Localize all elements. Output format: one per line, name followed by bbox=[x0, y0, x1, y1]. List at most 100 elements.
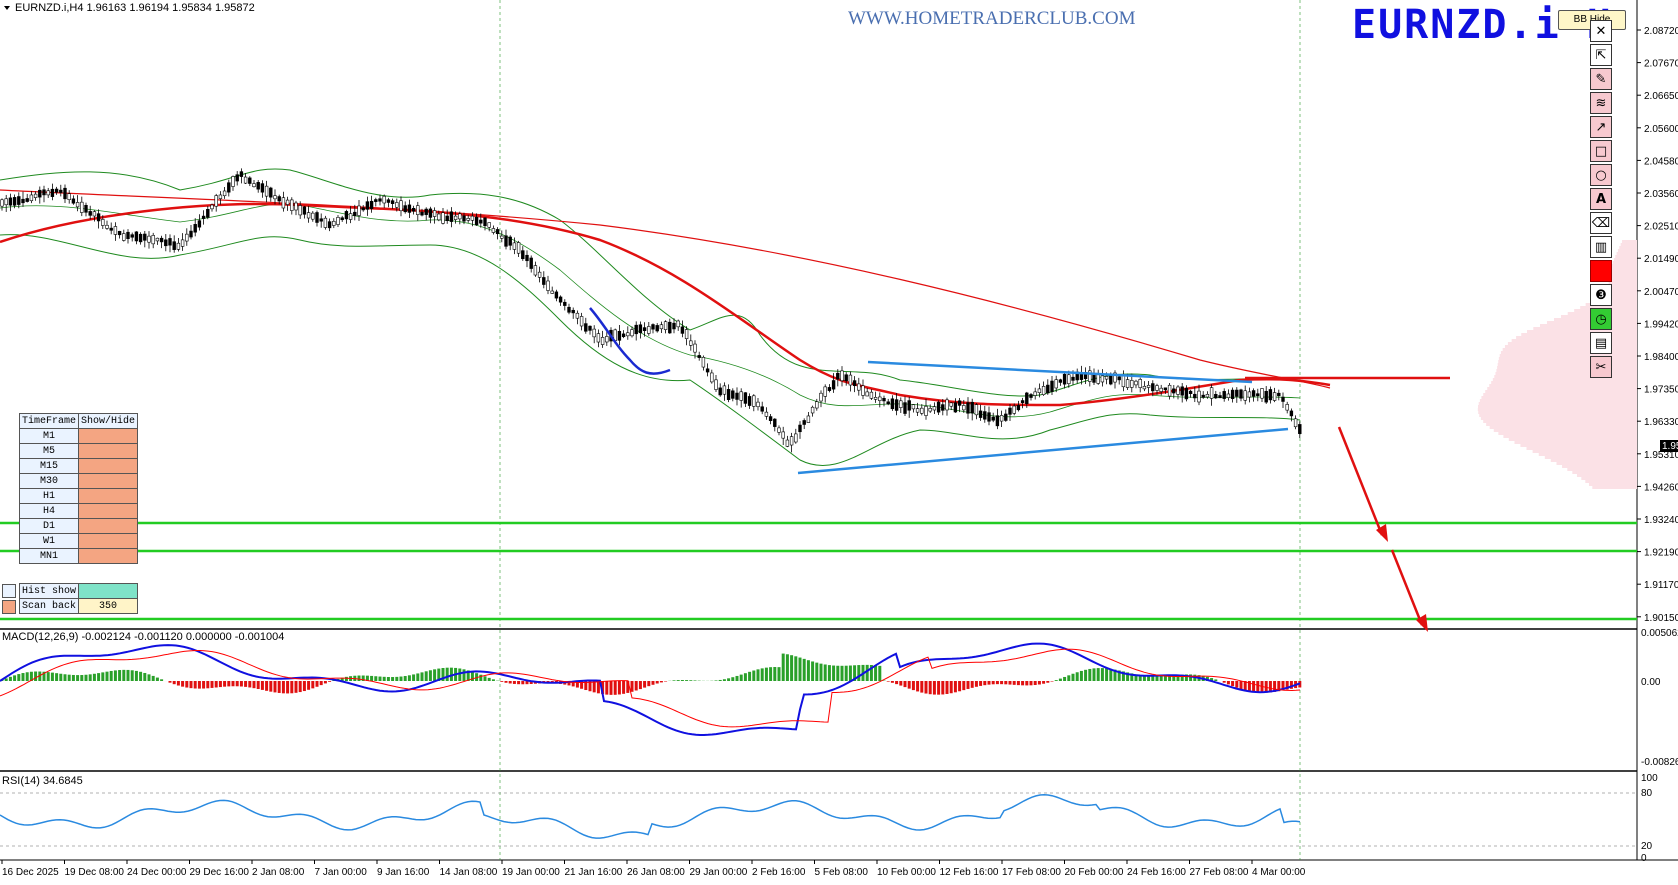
time-tick-label: 9 Jan 16:00 bbox=[377, 867, 430, 878]
candle-body bbox=[1046, 384, 1050, 394]
color-swatch-icon[interactable] bbox=[1590, 260, 1612, 282]
candle-body bbox=[1201, 394, 1205, 398]
volume-profile-bar bbox=[1533, 327, 1637, 330]
candle-body bbox=[113, 226, 118, 235]
pencil-icon[interactable]: ✎ bbox=[1590, 68, 1612, 90]
macd-histogram-bar bbox=[206, 681, 210, 689]
time-tick-label: 2 Jan 08:00 bbox=[252, 867, 305, 878]
candle-body bbox=[33, 193, 38, 198]
time-tick-label: 7 Jan 00:00 bbox=[315, 867, 368, 878]
macd-histogram-bar bbox=[790, 655, 794, 681]
candle-body bbox=[239, 171, 244, 177]
candle-body bbox=[529, 257, 533, 269]
tf-toggle-mn1[interactable] bbox=[78, 548, 138, 564]
macd-histogram-bar bbox=[155, 677, 159, 681]
time-tick-label: 2 Feb 16:00 bbox=[752, 867, 806, 878]
eraser-icon[interactable]: ⌫ bbox=[1590, 212, 1612, 234]
save-template-icon[interactable]: ▤ bbox=[1590, 332, 1612, 354]
candle-body bbox=[50, 188, 55, 197]
scan-back-label: Scan back bbox=[19, 598, 79, 614]
collapse-panel-icon[interactable] bbox=[2, 600, 16, 614]
ellipse-icon[interactable]: ○ bbox=[1590, 164, 1612, 186]
volume-profile-bar bbox=[1606, 285, 1637, 288]
tf-toggle-d1[interactable] bbox=[78, 518, 138, 534]
rectangle-icon[interactable]: □ bbox=[1590, 140, 1612, 162]
macd-histogram-bar bbox=[886, 681, 890, 682]
candle-body bbox=[126, 231, 130, 239]
tf-toggle-m1[interactable] bbox=[78, 428, 138, 444]
macd-histogram-bar bbox=[592, 681, 596, 693]
candle-body bbox=[630, 329, 634, 337]
tf-toggle-h1[interactable] bbox=[78, 488, 138, 504]
candle-body bbox=[84, 204, 88, 213]
macd-histogram-bar bbox=[928, 681, 932, 695]
tf-toggle-m15[interactable] bbox=[78, 458, 138, 474]
macd-histogram bbox=[0, 653, 1302, 695]
scissors-icon[interactable]: ✂ bbox=[1590, 356, 1612, 378]
number-icon[interactable]: ❸ bbox=[1590, 284, 1612, 306]
candle-body bbox=[890, 398, 895, 410]
hist-show-toggle[interactable] bbox=[78, 583, 138, 599]
macd-histogram-bar bbox=[735, 675, 739, 681]
candle-body bbox=[483, 217, 487, 227]
candle-body bbox=[8, 197, 13, 206]
clock-icon[interactable]: ◷ bbox=[1590, 308, 1612, 330]
macd-histogram-bar bbox=[609, 681, 613, 695]
candle-body bbox=[277, 196, 281, 202]
volume-profile-bar bbox=[1611, 264, 1637, 267]
candle-body bbox=[1251, 390, 1256, 397]
website-watermark: WWW.HOMETRADERCLUB.COM bbox=[848, 8, 1136, 29]
candle-body bbox=[185, 233, 189, 242]
macd-histogram-bar bbox=[147, 674, 151, 681]
macd-histogram-bar bbox=[386, 676, 390, 681]
candle-body bbox=[521, 250, 525, 260]
candle-body bbox=[12, 197, 17, 206]
tf-toggle-m5[interactable] bbox=[78, 443, 138, 459]
macd-histogram-bar bbox=[197, 681, 201, 689]
candle-body bbox=[689, 340, 693, 346]
expand-panel-icon[interactable] bbox=[2, 584, 16, 598]
candle-body bbox=[710, 372, 714, 383]
lower-trendline[interactable] bbox=[797, 427, 1289, 475]
volume-profile-bar bbox=[1502, 348, 1637, 351]
candle-body bbox=[764, 411, 769, 417]
volume-profile-bar bbox=[1514, 441, 1637, 444]
macd-histogram-bar bbox=[483, 676, 487, 681]
macd-histogram-bar bbox=[491, 679, 495, 681]
candle-body bbox=[201, 215, 206, 219]
price-tick-label: 1.95310 bbox=[1644, 450, 1678, 461]
tf-toggle-m30[interactable] bbox=[78, 473, 138, 489]
candle-body bbox=[827, 387, 832, 391]
chart-menu-icon[interactable] bbox=[4, 6, 10, 10]
arrow-line-icon[interactable]: ↗ bbox=[1590, 116, 1612, 138]
moving-average-fast bbox=[0, 202, 1331, 407]
upper-trendline[interactable] bbox=[867, 360, 1253, 384]
text-icon[interactable]: A bbox=[1590, 188, 1612, 210]
scan-back-input[interactable]: 350 bbox=[78, 598, 138, 614]
tf-toggle-h4[interactable] bbox=[78, 503, 138, 519]
price-tick-label: 1.94260 bbox=[1644, 482, 1678, 493]
macd-histogram-bar bbox=[101, 672, 105, 681]
macd-histogram-bar bbox=[399, 676, 403, 681]
macd-histogram-bar bbox=[760, 668, 764, 681]
trash-icon[interactable]: ▥ bbox=[1590, 236, 1612, 258]
macd-histogram-bar bbox=[59, 673, 63, 681]
close-icon[interactable]: ✕ bbox=[1590, 20, 1612, 42]
macd-histogram-bar bbox=[357, 675, 361, 681]
macd-histogram-bar bbox=[1067, 675, 1071, 681]
price-tick-label: 2.01490 bbox=[1644, 254, 1678, 265]
macd-histogram-bar bbox=[693, 680, 697, 681]
fibonacci-icon[interactable]: ≋ bbox=[1590, 92, 1612, 114]
macd-histogram-bar bbox=[937, 681, 941, 695]
volume-profile-bar bbox=[1494, 375, 1637, 378]
macd-histogram-bar bbox=[1012, 681, 1016, 685]
macd-histogram-bar bbox=[1273, 681, 1277, 692]
volume-profile-bar bbox=[1504, 345, 1637, 348]
volume-profile-bar bbox=[1538, 453, 1637, 456]
tf-toggle-w1[interactable] bbox=[78, 533, 138, 549]
macd-histogram-bar bbox=[857, 665, 861, 681]
cursor-icon[interactable]: ⇱ bbox=[1590, 44, 1612, 66]
macd-histogram-bar bbox=[529, 681, 533, 684]
candle-body bbox=[1260, 388, 1264, 399]
